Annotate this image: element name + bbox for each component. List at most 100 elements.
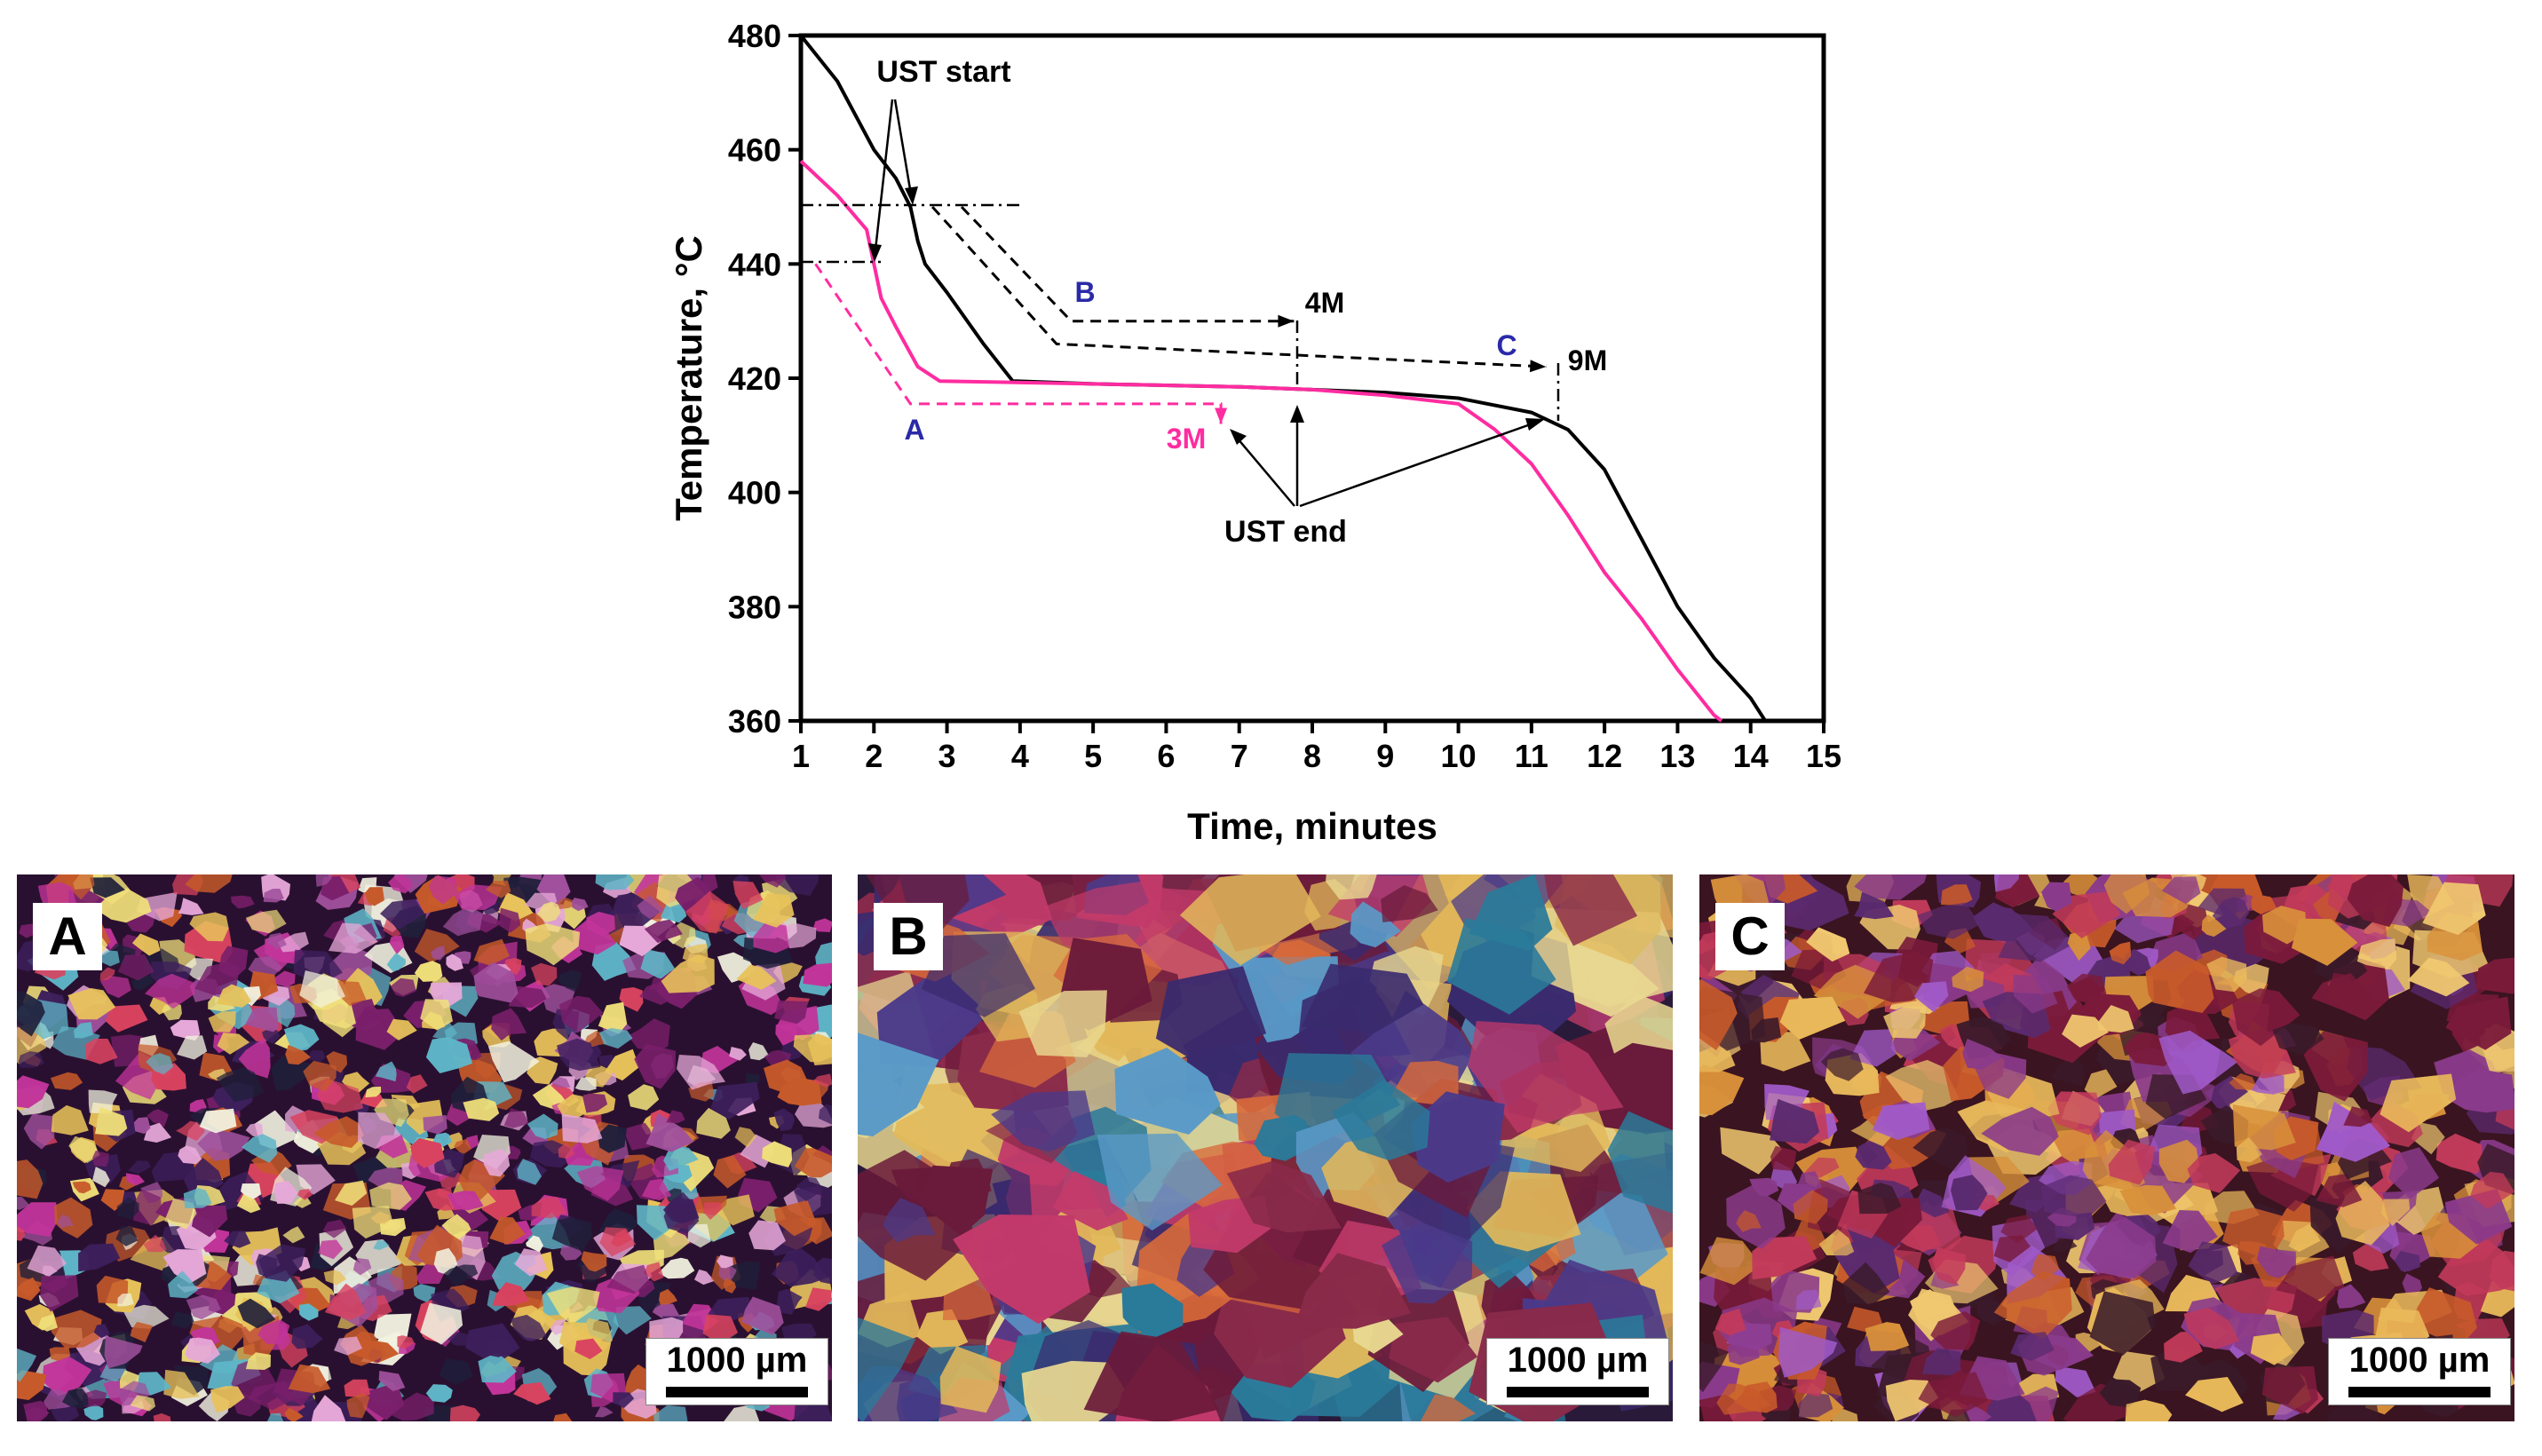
grain — [266, 932, 287, 950]
grain — [2475, 957, 2514, 994]
grain — [146, 1053, 174, 1075]
grain — [128, 1160, 151, 1175]
grain — [2291, 918, 2358, 966]
grain — [143, 1234, 167, 1253]
grain — [1469, 874, 1553, 951]
grain — [858, 1033, 939, 1136]
grain — [446, 954, 463, 971]
grain — [277, 931, 309, 953]
x-tick-label: 5 — [1084, 738, 1102, 774]
grain — [60, 874, 95, 900]
grain — [105, 1004, 148, 1033]
grain — [561, 1113, 603, 1143]
grain — [410, 1138, 445, 1168]
panel-a-letter: A — [33, 903, 102, 970]
grain — [1326, 874, 1377, 900]
grain — [245, 909, 287, 934]
grain — [1274, 1053, 1400, 1145]
grain — [574, 1338, 603, 1359]
ust-path-b-arrowhead — [1278, 314, 1295, 328]
grain — [1737, 1381, 1778, 1413]
grain — [733, 881, 764, 910]
grain — [2347, 874, 2403, 928]
grain — [1043, 881, 1173, 956]
y-axis-ticks: 360 380 400 420 440 460 480 — [728, 18, 801, 740]
x-tick-label: 1 — [792, 738, 810, 774]
grain — [262, 1028, 281, 1044]
label-3m: 3M — [1167, 423, 1206, 455]
grain — [546, 1286, 600, 1325]
grain — [729, 1261, 761, 1290]
grain — [1226, 1160, 1342, 1233]
grain — [392, 1392, 434, 1421]
grain — [1854, 874, 1928, 900]
grain — [777, 1077, 822, 1106]
grain — [637, 895, 665, 919]
grain — [613, 892, 661, 930]
panel-a-scale-bar: 1000 µm — [645, 1338, 828, 1405]
grain — [199, 1108, 237, 1134]
grain — [420, 1302, 463, 1345]
grain — [245, 1007, 279, 1033]
grain — [2164, 1331, 2203, 1363]
grain — [1940, 884, 1973, 906]
grain — [531, 1197, 567, 1219]
grain — [454, 1138, 471, 1155]
grain — [380, 898, 424, 930]
grain — [2145, 950, 2214, 1013]
grain — [653, 1228, 690, 1261]
grain — [613, 1306, 652, 1335]
grain — [273, 1180, 298, 1204]
grain — [17, 1202, 58, 1237]
grain — [116, 1197, 139, 1220]
grain — [54, 1197, 93, 1238]
grain — [813, 1257, 832, 1285]
grain — [2261, 1365, 2318, 1414]
grain — [753, 922, 789, 954]
grain — [311, 1395, 346, 1421]
grain — [729, 1047, 747, 1061]
grain — [2303, 1031, 2368, 1102]
grain — [299, 970, 345, 1009]
grain — [2229, 1073, 2259, 1090]
grain — [644, 1262, 664, 1282]
grain — [604, 1048, 639, 1081]
grain — [84, 1038, 118, 1064]
grain — [2212, 897, 2250, 929]
grain — [326, 1051, 348, 1073]
grain — [1736, 1210, 1762, 1232]
grain — [702, 1314, 738, 1345]
grain — [628, 1084, 660, 1111]
ust-start-arrow-2 — [893, 99, 914, 201]
grain — [18, 1051, 44, 1068]
grain — [2062, 1014, 2109, 1048]
y-tick-label: 480 — [728, 18, 781, 54]
grain — [428, 875, 458, 905]
grain — [499, 907, 521, 933]
grain — [2251, 893, 2277, 914]
grain — [92, 1150, 109, 1167]
grain — [324, 1283, 367, 1320]
x-tick-label: 12 — [1587, 738, 1622, 774]
grain — [216, 984, 252, 1008]
grain — [17, 1370, 47, 1400]
grain — [666, 1110, 685, 1124]
ust-end-arrow-1 — [1231, 431, 1295, 507]
ust-paths — [814, 205, 1547, 424]
grain — [2256, 1246, 2296, 1278]
panel-c-scale-bar: 1000 µm — [2328, 1338, 2511, 1405]
grain — [805, 1287, 832, 1311]
panel-b-scale-bar: 1000 µm — [1486, 1338, 1669, 1405]
ust-start-arrow-1 — [873, 99, 894, 258]
grain — [1544, 874, 1638, 946]
grain — [2422, 882, 2486, 936]
grain — [2000, 1215, 2038, 1244]
grain — [88, 1089, 118, 1114]
grain — [17, 1159, 44, 1199]
grain — [178, 1145, 202, 1165]
grain — [574, 1077, 597, 1091]
grain — [677, 1055, 725, 1090]
grain — [511, 1314, 547, 1342]
grain — [558, 897, 576, 909]
grain — [27, 1245, 67, 1277]
